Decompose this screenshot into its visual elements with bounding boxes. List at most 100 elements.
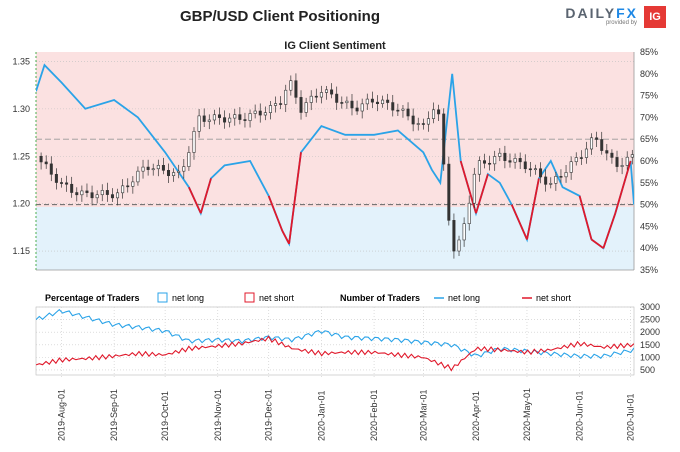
logo-subtitle: provided by: [605, 20, 637, 26]
candle-body: [187, 152, 191, 167]
long-zone-background: [36, 207, 634, 270]
candle-body: [472, 173, 476, 204]
candle-body: [75, 192, 79, 196]
price-candle: [335, 86, 339, 110]
price-candle: [386, 93, 390, 110]
price-candle: [605, 143, 609, 161]
price-candle: [177, 164, 181, 179]
price-candle: [217, 107, 221, 125]
price-candle: [345, 96, 349, 109]
candle-body: [625, 156, 629, 166]
candle-body: [600, 139, 604, 151]
price-candle: [299, 90, 303, 120]
right-tick-label: 40%: [640, 243, 658, 253]
price-candle: [350, 93, 354, 116]
price-candle: [559, 169, 563, 183]
right-tick-label: 50%: [640, 200, 658, 210]
candle-body: [559, 176, 563, 178]
price-candle: [121, 179, 125, 199]
price-candle: [396, 103, 400, 116]
legend-pct-long: net long: [172, 293, 204, 303]
price-candle: [258, 103, 262, 123]
price-candle: [156, 159, 160, 177]
price-candle: [238, 107, 242, 125]
traders-plot: [36, 308, 634, 372]
candle-body: [630, 154, 634, 158]
candle-body: [100, 190, 104, 196]
left-tick-label: 1.15: [12, 246, 30, 256]
candle-body: [70, 183, 74, 193]
price-candle: [518, 152, 522, 169]
candle-body: [110, 194, 114, 199]
candle-body: [309, 95, 313, 103]
candle-body: [65, 182, 69, 185]
price-candle: [615, 150, 619, 173]
price-candle: [569, 156, 573, 180]
x-tick-label: 2020-Jul-01: [626, 393, 636, 441]
candle-body: [503, 152, 507, 161]
candle-body: [192, 131, 196, 153]
price-candle: [544, 169, 548, 192]
candle-body: [202, 115, 206, 122]
candle-body: [518, 158, 522, 163]
price-candle: [228, 113, 232, 128]
x-tick-label: 2020-May-01: [522, 388, 532, 441]
left-tick-label: 1.25: [12, 151, 30, 161]
price-candle: [100, 184, 104, 202]
price-candle: [136, 166, 140, 186]
candle-body: [299, 97, 303, 113]
price-candle: [574, 152, 578, 166]
price-candle: [365, 93, 369, 110]
candle-body: [350, 100, 354, 109]
candle-body: [161, 165, 165, 171]
candle-body: [528, 168, 532, 171]
candle-body: [426, 118, 430, 125]
legend-num-long: net long: [448, 293, 480, 303]
bottom-right-tick-label: 1500: [640, 340, 660, 350]
price-candle: [625, 151, 629, 170]
candle-body: [146, 166, 150, 170]
price-candle: [167, 163, 171, 183]
x-tick-label: 2019-Sep-01: [109, 389, 119, 441]
candle-body: [330, 89, 334, 95]
candle-body: [238, 114, 242, 120]
price-candle: [457, 235, 461, 256]
candle-body: [590, 137, 594, 150]
candle-body: [467, 202, 471, 224]
right-tick-label: 70%: [640, 112, 658, 122]
candle-body: [172, 172, 176, 176]
candle-body: [544, 176, 548, 185]
candle-body: [263, 112, 267, 116]
price-candle: [630, 149, 634, 165]
candle-body: [386, 99, 390, 103]
candle-body: [482, 160, 486, 164]
candle-body: [126, 185, 130, 188]
candle-body: [391, 102, 395, 111]
candle-body: [217, 114, 221, 118]
candle-body: [513, 158, 517, 163]
candle-body: [335, 93, 339, 103]
x-tick-label: 2020-Jan-01: [316, 390, 326, 441]
price-candle: [370, 91, 374, 109]
price-candle: [294, 73, 298, 104]
legend-pct-short-swatch: [244, 292, 255, 303]
price-candle: [467, 195, 471, 231]
price-candle: [151, 163, 155, 176]
right-tick-label: 85%: [640, 47, 658, 57]
price-candle: [421, 118, 425, 130]
bottom-right-tick-label: 500: [640, 365, 655, 375]
candle-body: [574, 157, 578, 163]
price-candle: [110, 188, 114, 203]
bottom-right-tick-label: 3000: [640, 302, 660, 312]
candle-body: [80, 190, 84, 196]
candle-body: [319, 92, 323, 98]
right-tick-label: 60%: [640, 156, 658, 166]
price-candle: [498, 148, 502, 162]
bottom-grid: [35, 306, 635, 378]
price-candle: [202, 108, 206, 128]
candle-body: [177, 170, 181, 173]
price-candle: [493, 150, 497, 171]
candle-body: [85, 190, 89, 193]
price-candle: [182, 159, 186, 179]
candle-body: [314, 95, 318, 98]
